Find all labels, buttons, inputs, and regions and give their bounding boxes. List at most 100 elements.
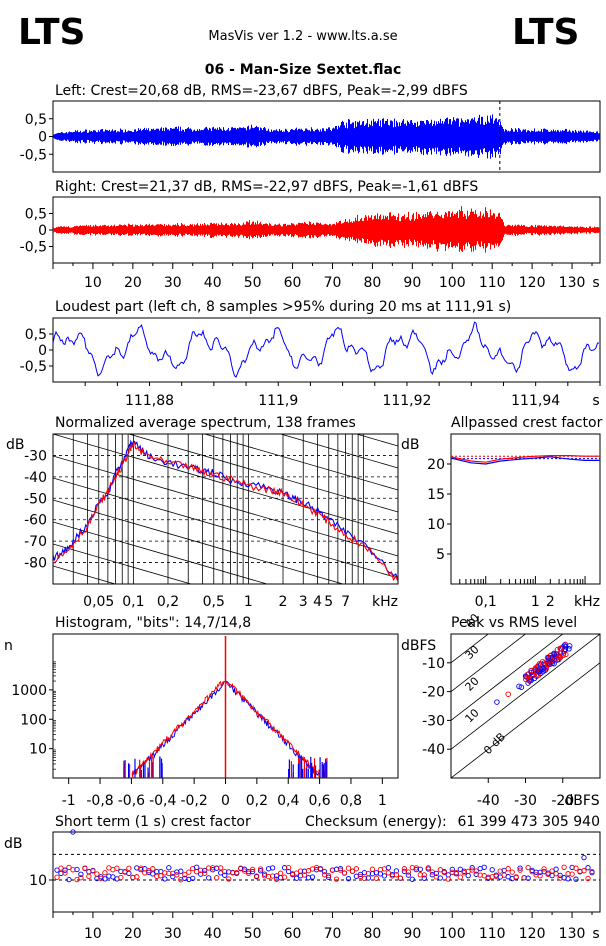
stcrest-point <box>353 866 360 872</box>
stcrest-point <box>194 864 200 870</box>
time-axis-label: 80 <box>364 275 382 291</box>
loudest-xtick-label: 111,9 <box>258 393 298 409</box>
stcrest-xtick-label: 60 <box>284 926 302 942</box>
stcrest-point <box>190 875 196 882</box>
stcrest-point <box>162 876 168 882</box>
stcrest-point <box>202 870 208 876</box>
spectrum-ytick-label: -40 <box>24 470 47 486</box>
stcrest-point <box>349 868 356 874</box>
spectrum-xtick-label: 4 <box>313 594 322 610</box>
stcrest-point <box>257 866 264 872</box>
spectrum-ytick-label: -60 <box>24 513 47 529</box>
stcrest-xtick-label: 20 <box>124 926 142 942</box>
stcrest-point <box>62 870 68 876</box>
loudest-xtick-label: 111,92 <box>382 393 431 409</box>
histogram-xtick-label: -0,4 <box>149 793 176 809</box>
stcrest-point <box>102 876 108 882</box>
crest-ytick-label: 10 <box>427 517 445 533</box>
plot-layer: 0,50-0,50,50-0,510 20 30 40 50 60 70 80 90 100 110… <box>11 100 601 942</box>
crest-ytick-label: 20 <box>427 457 445 473</box>
spectrum-xtick-label: 1 <box>244 594 253 610</box>
pvr-point <box>535 662 542 669</box>
loudest-ytick-label: 0,5 <box>25 327 47 343</box>
stcrest-point <box>126 865 132 871</box>
spectrum-diagonals <box>53 324 398 584</box>
stcrest-point <box>186 869 192 875</box>
pvr-diagonal-line <box>451 634 564 721</box>
crest-right-line <box>450 455 600 463</box>
stcrest-xtick-label: 90 <box>403 926 421 942</box>
stcrest-point <box>337 867 344 873</box>
stcrest-point <box>126 870 132 877</box>
spectrum-xtick-label: 7 <box>341 594 350 610</box>
stcrest-point <box>337 865 344 872</box>
stcrest-point <box>517 865 523 871</box>
histogram-xtick-label: 0 <box>221 793 230 809</box>
pvr-diagonals <box>451 634 600 778</box>
pvr-xlabel: dBFS <box>564 793 599 809</box>
spectrum-xtick-label: 0,1 <box>122 594 144 610</box>
pvr-point <box>494 699 500 705</box>
stcrest-point <box>573 876 579 882</box>
pvr-point <box>528 669 535 676</box>
stcrest-point <box>457 874 463 880</box>
spectrum-diagonal-line <box>53 565 117 584</box>
stcrest-point <box>401 866 408 872</box>
stcrest-point <box>206 875 212 881</box>
spectrum-xtick-label: 0,05 <box>83 594 114 610</box>
stcrest-point <box>66 876 72 883</box>
stcrest-point <box>226 876 232 882</box>
stcrest-point <box>178 868 184 874</box>
stcrest-point <box>218 865 224 871</box>
histogram-ytick-label: 100 <box>20 712 47 728</box>
stcrest-xtick-label: 100 <box>439 926 466 942</box>
stcrest-xtick-label: 40 <box>204 926 222 942</box>
histogram-right-pos <box>225 680 319 773</box>
left-waveform-title: Left: Crest=20,68 dB, RMS=-23,67 dBFS, P… <box>55 83 468 99</box>
pvr-point <box>518 684 525 690</box>
spectrum-diagonal-line <box>53 499 345 584</box>
stcrest-point <box>445 876 451 882</box>
stcrest-xtick-label: 120 <box>519 926 546 942</box>
stcrest-xunit: s <box>592 926 599 942</box>
spectrum-right-line <box>53 442 398 583</box>
histogram-xtick-label: 0,6 <box>308 793 330 809</box>
spectrum-ytick-label: -80 <box>24 556 47 572</box>
crest-frame <box>450 433 601 585</box>
pvr-point <box>505 691 511 697</box>
left-ytick-label: 0 <box>38 130 47 146</box>
loudest-ytick-label: -0,5 <box>20 359 47 375</box>
loudest-part-title: Loudest part (left ch, 8 samples >95% du… <box>55 299 511 315</box>
stcrest-point <box>581 868 587 874</box>
stcrest-point <box>58 865 64 871</box>
pvr-diagonal-line <box>451 662 600 778</box>
histogram-xtick-label: -0,2 <box>180 793 207 809</box>
time-axis-label: 20 <box>124 275 142 291</box>
pvr-title: Peak vs RMS level <box>451 615 577 631</box>
stcrest-point <box>269 865 276 871</box>
stcrest-point <box>301 872 308 878</box>
stcrest-point <box>202 867 208 874</box>
stcrest-point <box>82 865 88 872</box>
logo-left: LTS <box>18 12 85 53</box>
left-waveform-path <box>53 114 600 159</box>
pvr-point <box>551 651 557 658</box>
stcrest-point <box>285 864 292 871</box>
spectrum-diagonal-line <box>53 455 398 557</box>
stcrest-point <box>321 868 328 875</box>
crest-xtick-label: 0,1 <box>475 594 497 610</box>
pvr-point <box>545 654 552 661</box>
stcrest-point <box>257 868 264 874</box>
pvr-ylabel: dBFS <box>401 638 436 654</box>
time-axis-label: 100 <box>439 275 466 291</box>
stcrest-point <box>525 875 531 881</box>
time-axis-label: 50 <box>244 275 262 291</box>
histogram-xtick-label: 1 <box>378 793 387 809</box>
spectrum-diagonal-line <box>53 324 398 424</box>
pvr-diagonal-label: 20 <box>463 675 482 694</box>
spectrum-diagonal-line <box>127 434 398 513</box>
stcrest-point <box>441 869 447 876</box>
spectrum-ytick-label: -50 <box>24 491 47 507</box>
stcrest-point <box>373 875 380 881</box>
stcrest-point <box>309 874 316 880</box>
